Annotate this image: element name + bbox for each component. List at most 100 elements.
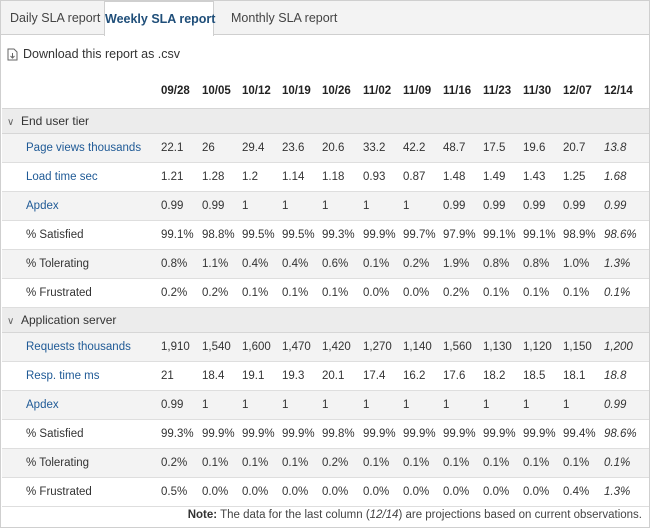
value-cell: 99.1%: [523, 220, 563, 250]
download-file-icon: [7, 48, 18, 60]
value-cell: 0.1%: [483, 278, 523, 308]
table-row: % Frustrated 0.2% 0.2% 0.1% 0.1% 0.1% 0.0% 0.0%…: [2, 278, 649, 308]
value-cell: 0.99: [161, 191, 202, 221]
value-cell: 0.1%: [403, 448, 443, 478]
column-header: 12/07: [563, 84, 592, 97]
table-row: % Frustrated 0.5% 0.0% 0.0% 0.0% 0.0% 0.0% 0.0%…: [2, 477, 649, 507]
tab-weekly-sla[interactable]: Weekly SLA report: [104, 1, 215, 36]
value-cell: 0.8%: [161, 249, 202, 279]
value-cell: 99.4%: [563, 419, 604, 449]
value-cell: 1: [242, 390, 282, 420]
value-cell: 1,600: [242, 332, 282, 362]
value-cell: 1,140: [403, 332, 443, 362]
value-cell: 1: [523, 390, 563, 420]
table-row: Apdex 0.99 1 1 1 1 1 1 1 1 1 1 0.99: [2, 390, 649, 420]
column-header: 10/26: [322, 84, 351, 97]
value-cell: 0.2%: [202, 278, 242, 308]
value-cell: 20.1: [322, 361, 363, 391]
chevron-down-icon[interactable]: ∨: [7, 316, 15, 327]
value-cell: 1: [403, 191, 443, 221]
value-cell: 1.28: [202, 162, 242, 192]
value-cell: 1,560: [443, 332, 483, 362]
value-cell: 26: [202, 133, 242, 163]
value-cell: 99.9%: [403, 419, 443, 449]
metric-link[interactable]: Apdex: [2, 390, 161, 420]
value-cell: 0.0%: [363, 477, 403, 507]
value-cell: 0.0%: [322, 477, 363, 507]
value-cell: 1,120: [523, 332, 563, 362]
section-header[interactable]: ∨ End user tier: [2, 108, 649, 134]
projected-value-cell: 1,200: [604, 332, 649, 362]
value-cell: 0.2%: [443, 278, 483, 308]
value-cell: 0.0%: [363, 278, 403, 308]
download-csv-link[interactable]: Download this report as .csv: [7, 47, 180, 61]
value-cell: 99.1%: [483, 220, 523, 250]
value-cell: 19.3: [282, 361, 322, 391]
metric-label: % Satisfied: [2, 220, 161, 250]
value-cell: 1,470: [282, 332, 322, 362]
table-row: Apdex 0.99 0.99 1 1 1 1 1 0.99 0.99 0.99 0.99 0.99: [2, 191, 649, 221]
section-row[interactable]: ∨ End user tier: [2, 108, 649, 134]
column-header: 12/14: [604, 84, 633, 97]
projected-value-cell: 0.1%: [604, 278, 649, 308]
value-cell: 0.0%: [483, 477, 523, 507]
column-header: 11/23: [483, 84, 512, 97]
value-cell: 0.5%: [161, 477, 202, 507]
download-csv-label: Download this report as .csv: [23, 47, 181, 61]
column-header: 10/12: [242, 84, 271, 97]
metric-link[interactable]: Apdex: [2, 191, 161, 221]
value-cell: 0.99: [202, 191, 242, 221]
value-cell: 0.1%: [523, 278, 563, 308]
tab-daily-sla[interactable]: Daily SLA report: [10, 11, 101, 25]
projected-value-cell: 0.99: [604, 390, 649, 420]
column-header: 10/19: [282, 84, 311, 97]
metric-link[interactable]: Requests thousands: [2, 332, 161, 362]
table-row: % Satisfied 99.3% 99.9% 99.9% 99.9% 99.8% 99.9…: [2, 419, 649, 449]
section-header[interactable]: ∨ Application server: [2, 307, 649, 333]
value-cell: 0.0%: [202, 477, 242, 507]
metric-link[interactable]: Page views thousands: [2, 133, 161, 163]
value-cell: 99.9%: [483, 419, 523, 449]
value-cell: 0.0%: [403, 477, 443, 507]
value-cell: 1.1%: [202, 249, 242, 279]
projected-value-cell: 98.6%: [604, 220, 649, 250]
metric-label: % Frustrated: [2, 278, 161, 308]
value-cell: 1.43: [523, 162, 563, 192]
value-cell: 1: [322, 390, 363, 420]
value-cell: 1: [563, 390, 604, 420]
section-row[interactable]: ∨ Application server: [2, 307, 649, 333]
value-cell: 1: [242, 191, 282, 221]
value-cell: 23.6: [282, 133, 322, 163]
value-cell: 1.25: [563, 162, 604, 192]
note-column: 12/14: [369, 509, 399, 521]
value-cell: 1: [363, 191, 403, 221]
section-title: End user tier: [21, 114, 90, 128]
value-cell: 0.1%: [563, 448, 604, 478]
value-cell: 1,270: [363, 332, 403, 362]
value-cell: 0.99: [483, 191, 523, 221]
value-cell: 0.1%: [563, 278, 604, 308]
value-cell: 0.1%: [282, 448, 322, 478]
metric-label: % Tolerating: [2, 448, 161, 478]
value-cell: 99.9%: [282, 419, 322, 449]
value-cell: 1.2: [242, 162, 282, 192]
projected-value-cell: 98.6%: [604, 419, 649, 449]
value-cell: 1: [403, 390, 443, 420]
value-cell: 1.21: [161, 162, 202, 192]
metric-label: % Satisfied: [2, 419, 161, 449]
chevron-down-icon[interactable]: ∨: [7, 117, 15, 128]
metric-link[interactable]: Resp. time ms: [2, 361, 161, 391]
tab-monthly-sla[interactable]: Monthly SLA report: [231, 11, 338, 25]
note-text-before: The data for the last column (: [217, 509, 370, 521]
value-cell: 1,420: [322, 332, 363, 362]
column-header: 11/02: [363, 84, 392, 97]
value-cell: 1,910: [161, 332, 202, 362]
value-cell: 33.2: [363, 133, 403, 163]
metric-link[interactable]: Load time sec: [2, 162, 161, 192]
value-cell: 20.6: [322, 133, 363, 163]
projected-value-cell: 0.1%: [604, 448, 649, 478]
value-cell: 29.4: [242, 133, 282, 163]
value-cell: 0.4%: [563, 477, 604, 507]
value-cell: 0.1%: [523, 448, 563, 478]
